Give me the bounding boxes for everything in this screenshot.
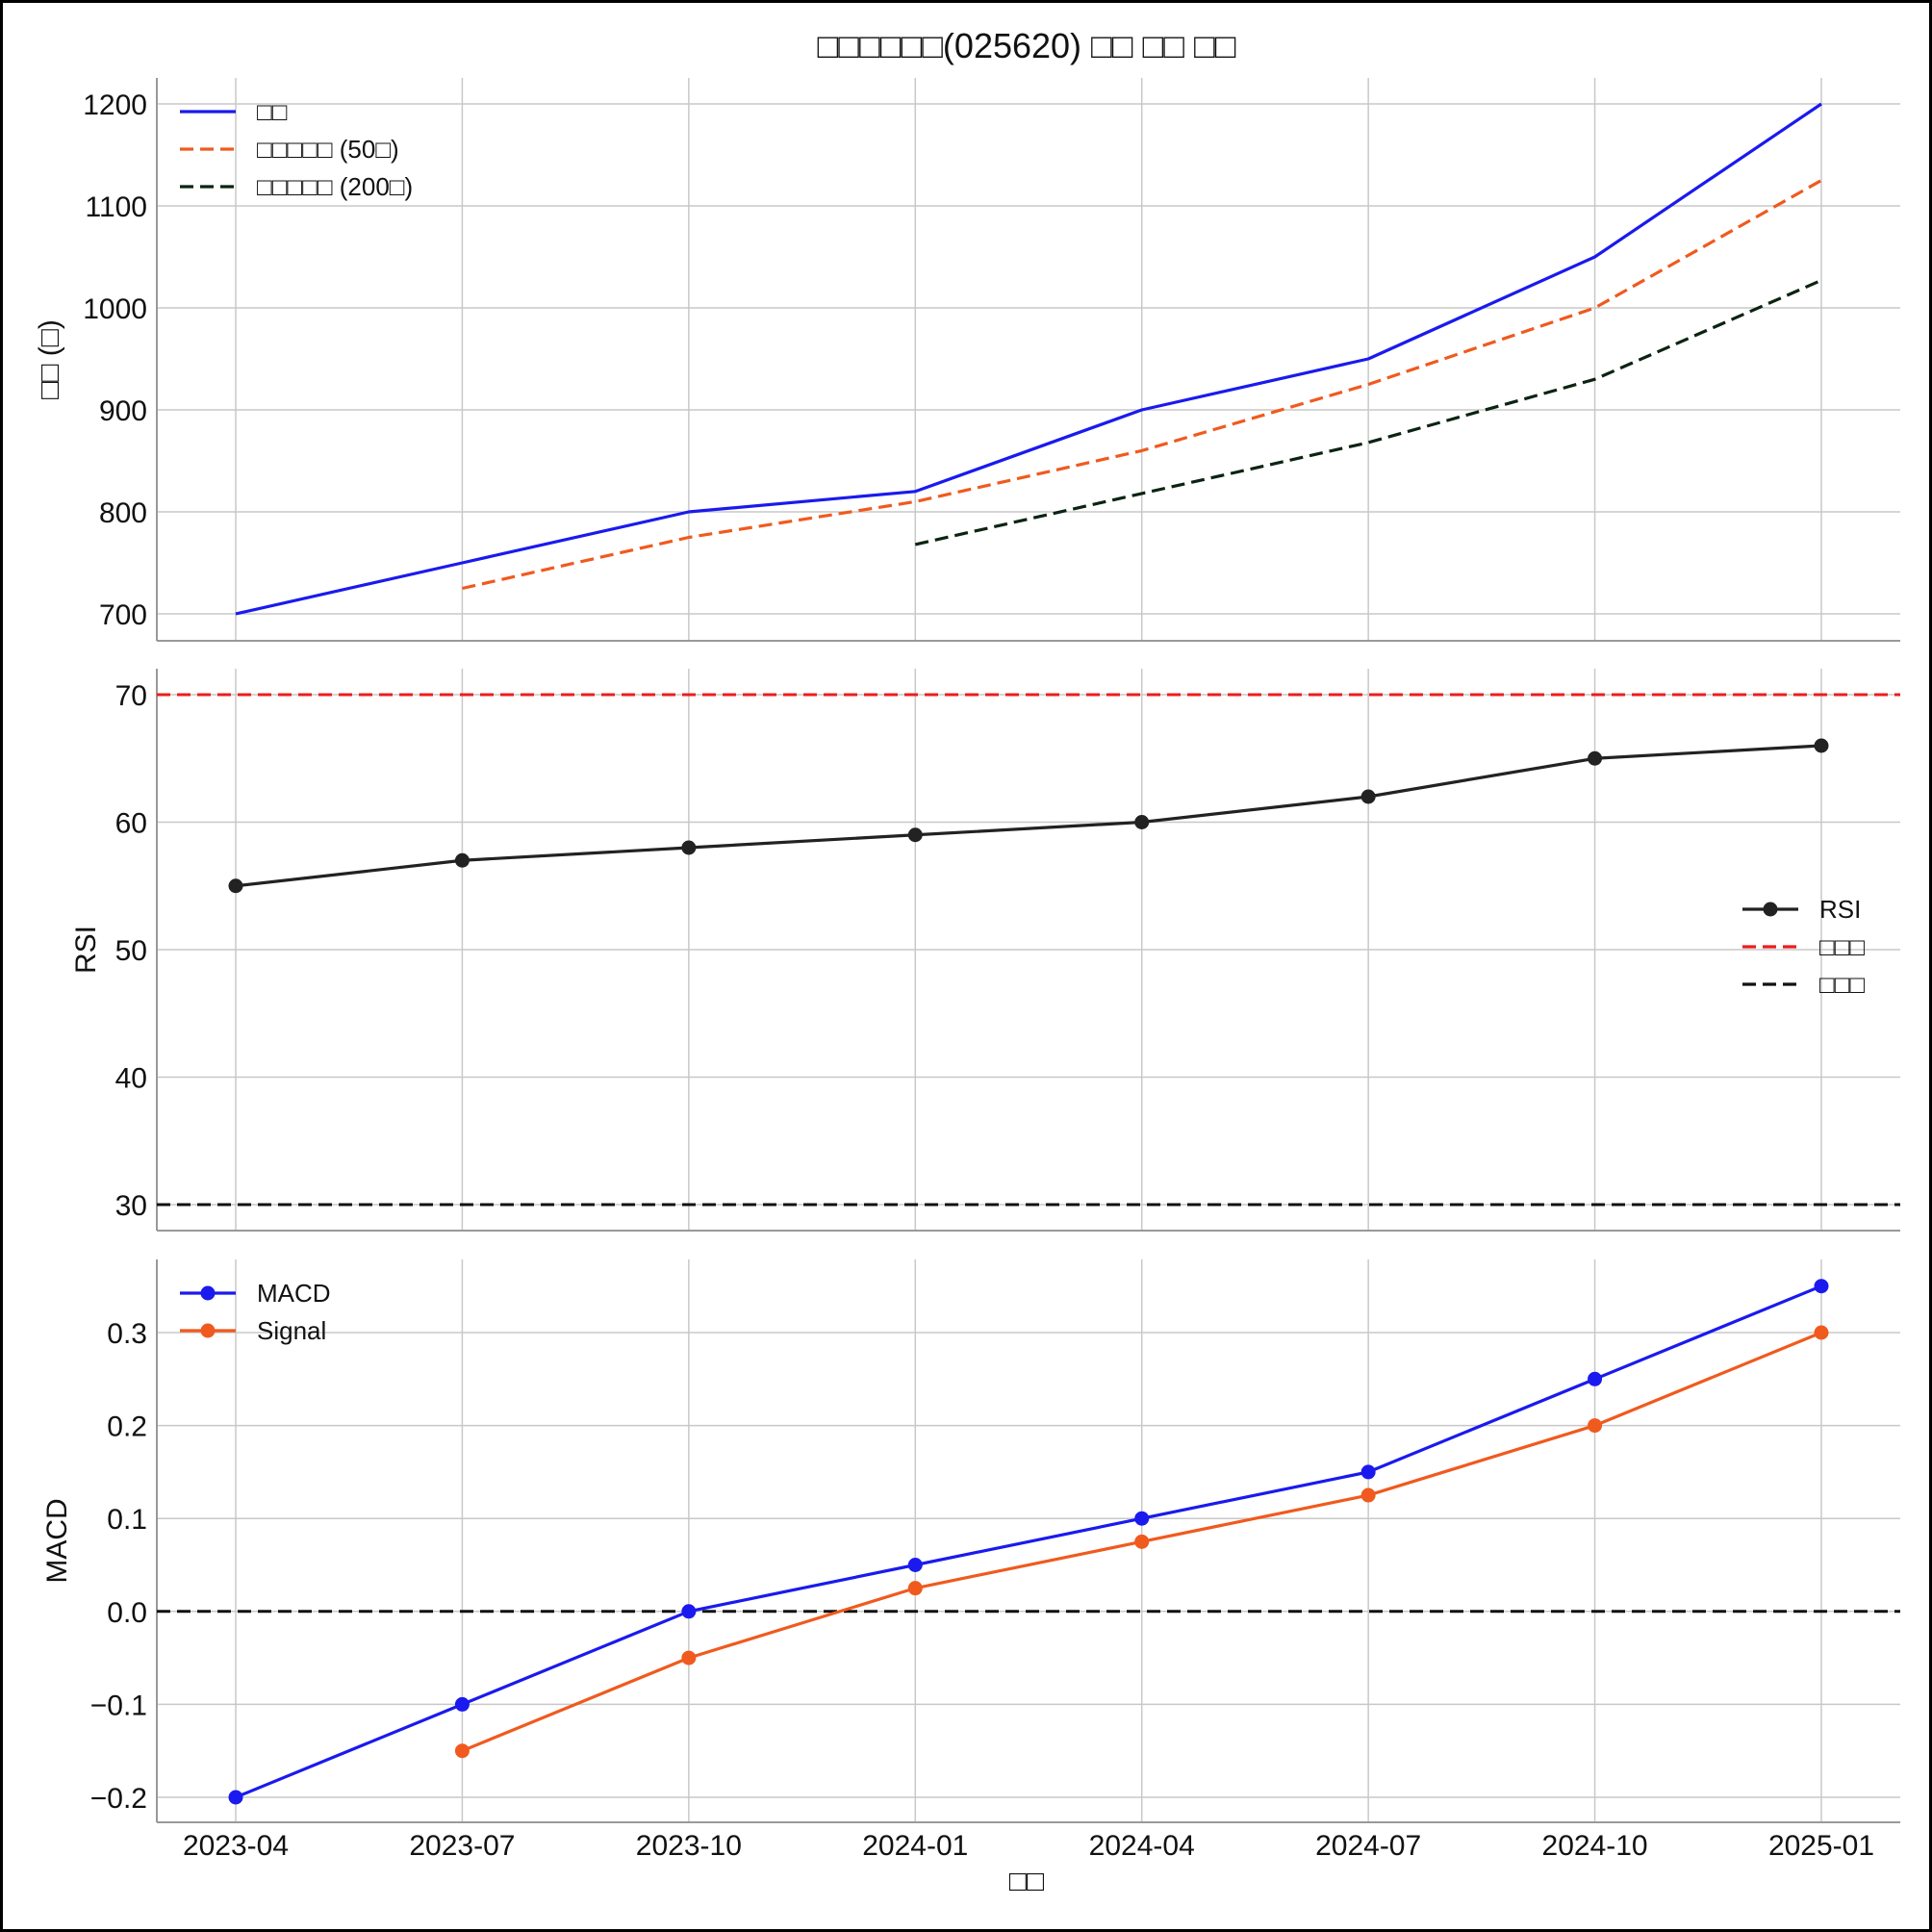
- data-point: [907, 1581, 923, 1596]
- x-tick-label: 2023-07: [409, 1830, 515, 1862]
- data-point: [1360, 1487, 1376, 1503]
- y-tick-label: 0.2: [107, 1411, 147, 1443]
- series-line: [914, 278, 1822, 547]
- y-tick-label: 50: [115, 935, 147, 967]
- x-tick-label: 2024-07: [1315, 1830, 1421, 1862]
- data-point: [907, 1558, 923, 1572]
- panel-macd: −0.2 −0.1 0.0 0.1 0.2 0.3 MACD MACD Signal: [41, 1259, 1900, 1823]
- y-tick-label: 0.0: [107, 1597, 147, 1629]
- y-tick-label: 60: [115, 808, 147, 840]
- legend-marker: [200, 1323, 216, 1338]
- series-line: [235, 102, 1822, 616]
- y-tick-label: 0.3: [107, 1318, 147, 1350]
- data-point: [1588, 1418, 1603, 1434]
- y-axis-label: MACD: [41, 1498, 73, 1583]
- data-point: [454, 852, 470, 868]
- y-axis-label: RSI: [70, 926, 102, 974]
- panel-price: 700 800 900 1000 1100 1200 □□ (□) □□ □□□□□ (50□)…: [34, 78, 1900, 642]
- legend-label: □□□: [1819, 970, 1865, 999]
- panel-rsi: 30 40 50 60 70 RSI RSI □□□ □□□: [70, 669, 1900, 1232]
- y-tick-label: 1100: [85, 191, 147, 223]
- y-tick-label: −0.1: [90, 1690, 147, 1721]
- x-tick-label: 2023-10: [636, 1830, 742, 1862]
- x-tick-label: 2024-04: [1089, 1830, 1195, 1862]
- data-point: [1588, 750, 1603, 766]
- data-point: [1134, 1534, 1150, 1549]
- y-tick-label: 0.1: [107, 1504, 147, 1536]
- y-tick-label: 1000: [83, 293, 147, 325]
- chart-figure: □□□□□□(025620) □□ □□ □□ □□ 700 800 900 1000…: [34, 26, 1900, 1897]
- data-point: [1134, 1511, 1150, 1526]
- x-tick-label: 2024-01: [862, 1830, 968, 1862]
- legend-label: Signal: [257, 1316, 326, 1345]
- y-tick-label: 900: [99, 395, 147, 427]
- data-point: [1814, 1325, 1829, 1340]
- legend-label: □□: [257, 97, 288, 126]
- x-tick-label: 2025-01: [1768, 1830, 1874, 1862]
- legend-marker: [200, 1285, 216, 1301]
- y-tick-label: 800: [99, 497, 147, 529]
- data-point: [1814, 738, 1829, 753]
- data-point: [228, 878, 243, 894]
- data-point: [907, 827, 923, 843]
- data-point: [1588, 1371, 1603, 1386]
- data-point: [1360, 789, 1376, 804]
- legend-label: RSI: [1819, 895, 1861, 924]
- legend-label: MACD: [257, 1279, 331, 1308]
- data-point: [454, 1743, 470, 1759]
- legend-label: □□□: [1819, 932, 1865, 961]
- x-tick-label: 2024-10: [1542, 1830, 1648, 1862]
- y-tick-label: −0.2: [90, 1783, 147, 1815]
- y-tick-label: 40: [115, 1063, 147, 1095]
- legend-marker: [1763, 902, 1778, 917]
- data-point: [1134, 815, 1150, 829]
- y-tick-label: 70: [115, 680, 147, 712]
- x-tick-label: 2023-04: [183, 1830, 289, 1862]
- series-line: [235, 744, 1822, 888]
- data-point: [681, 840, 697, 855]
- y-axis-label: □□ (□): [34, 319, 65, 399]
- y-tick-label: 700: [99, 599, 147, 631]
- data-point: [1360, 1464, 1376, 1480]
- data-point: [1814, 1279, 1829, 1294]
- y-tick-label: 1200: [83, 89, 147, 121]
- chart-title: □□□□□□(025620) □□ □□ □□: [817, 26, 1235, 65]
- y-tick-label: 30: [115, 1190, 147, 1222]
- data-point: [681, 1650, 697, 1665]
- x-axis-label: □□: [1009, 1866, 1045, 1897]
- data-point: [454, 1696, 470, 1712]
- legend-label: □□□□□ (200□): [257, 172, 413, 201]
- legend-label: □□□□□ (50□): [257, 135, 399, 164]
- series-line: [235, 1284, 1822, 1799]
- data-point: [681, 1604, 697, 1619]
- series-line: [462, 179, 1822, 591]
- data-point: [228, 1790, 243, 1805]
